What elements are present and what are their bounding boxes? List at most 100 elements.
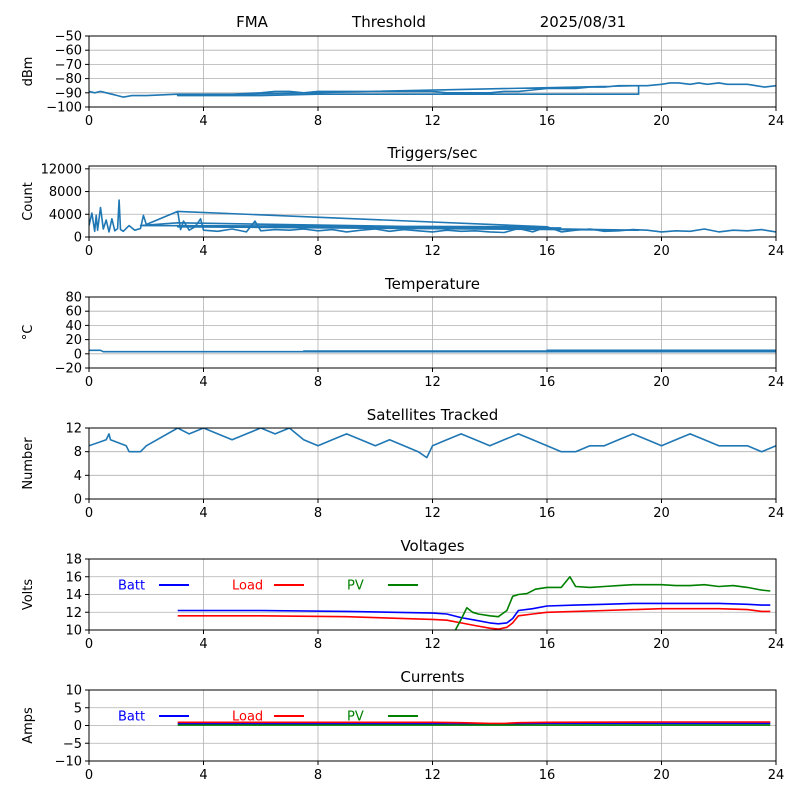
y-tick-label: −100 — [46, 101, 82, 116]
y-tick-label: −60 — [55, 44, 82, 59]
panel-triggers: 0 4 8 12 16 20 24 0 4000 8000 12000 Triggers/sec Cou… — [21, 144, 784, 259]
y-tick-label: 8 — [74, 445, 82, 460]
y-tick-label: 0 — [74, 231, 82, 246]
legend-label-load: Load — [232, 579, 263, 594]
series-line-pv — [454, 575, 771, 630]
legend-label-pv: PV — [347, 579, 364, 594]
y-tick-label: 0 — [74, 347, 82, 362]
x-tick-label: 20 — [653, 506, 670, 521]
panel-title: Satellites Tracked — [367, 406, 498, 424]
y-tick-label: 8000 — [49, 185, 82, 200]
x-tick-label: 24 — [768, 637, 785, 652]
y-axis-label: Volts — [21, 579, 36, 611]
panel-title: Temperature — [384, 275, 480, 293]
y-tick-label: 10 — [65, 624, 82, 639]
y-tick-label: 18 — [65, 553, 82, 568]
y-tick-label: −90 — [55, 86, 82, 101]
y-tick-label: 4000 — [49, 208, 82, 223]
y-tick-label: 40 — [65, 319, 82, 334]
y-axis-label: dBm — [21, 57, 36, 87]
panel-satellites: 0 4 8 12 16 20 24 0 4 8 12 Satellites Tracked Number — [21, 406, 784, 521]
x-tick-label: 16 — [539, 637, 556, 652]
y-axis-label: °C — [21, 325, 36, 341]
panel-voltages: 0 4 8 12 16 20 24 10 12 14 16 18 Voltages Volts Batt Lo… — [21, 537, 784, 652]
series-line-load — [177, 607, 771, 630]
x-tick-label: 8 — [314, 506, 322, 521]
y-tick-label: 4 — [74, 469, 82, 484]
y-tick-label: −10 — [55, 755, 82, 770]
series-group — [177, 575, 771, 630]
y-tick-label: −5 — [63, 737, 82, 752]
x-tick-label: 24 — [768, 114, 785, 129]
x-axis: 0 4 8 12 16 20 24 — [85, 237, 784, 259]
x-tick-label: 12 — [424, 768, 441, 783]
legend-label-batt: Batt — [118, 579, 145, 594]
y-tick-label: 20 — [65, 333, 82, 348]
y-tick-label: 12000 — [41, 162, 82, 177]
series-group — [89, 428, 776, 459]
x-tick-label: 16 — [539, 244, 556, 259]
x-tick-label: 0 — [85, 375, 93, 390]
y-tick-label: −80 — [55, 72, 82, 87]
panel-currents: 0 4 8 12 16 20 24 −10 −5 0 5 10 Currents Amps Batt Load… — [21, 668, 784, 783]
series-group — [89, 349, 776, 353]
x-tick-label: 12 — [424, 244, 441, 259]
header: FMA Threshold 2025/08/31 — [236, 13, 626, 31]
y-tick-label: −20 — [55, 362, 82, 377]
header-left-text: FMA — [236, 13, 269, 31]
x-tick-label: 12 — [424, 506, 441, 521]
grid-lines — [88, 427, 777, 500]
series-group — [89, 82, 776, 98]
header-center-text: Threshold — [351, 13, 426, 31]
x-tick-label: 0 — [85, 114, 93, 129]
x-tick-label: 0 — [85, 637, 93, 652]
series-line-load — [177, 721, 771, 725]
x-axis: 0 4 8 12 16 20 24 — [85, 630, 784, 652]
x-tick-label: 8 — [314, 114, 322, 129]
series-line — [89, 428, 776, 459]
x-tick-label: 16 — [539, 506, 556, 521]
x-tick-label: 4 — [199, 114, 207, 129]
x-axis: 0 4 8 12 16 20 24 — [85, 368, 784, 390]
x-tick-label: 8 — [314, 375, 322, 390]
y-tick-label: −50 — [55, 30, 82, 45]
x-tick-label: 4 — [199, 375, 207, 390]
series-group — [177, 721, 771, 726]
legend-label-load: Load — [232, 710, 263, 725]
x-tick-label: 20 — [653, 244, 670, 259]
x-tick-label: 4 — [199, 768, 207, 783]
panel-title: Currents — [400, 668, 464, 686]
panel-threshold: 0 4 8 12 16 20 24 −100−90−80−70−60−50 dBm — [21, 30, 784, 130]
legend-label-batt: Batt — [118, 710, 145, 725]
x-tick-label: 8 — [314, 768, 322, 783]
x-tick-label: 12 — [424, 114, 441, 129]
series-line — [139, 210, 640, 231]
panel-title: Triggers/sec — [387, 144, 478, 162]
grid-lines — [88, 296, 777, 369]
legend-label-pv: PV — [347, 710, 364, 725]
x-tick-label: 24 — [768, 768, 785, 783]
series-line — [89, 199, 776, 234]
x-axis: 0 4 8 12 16 20 24 — [85, 499, 784, 521]
x-axis: 0 4 8 12 16 20 24 — [85, 107, 784, 129]
series-line — [89, 82, 776, 98]
y-tick-label: 60 — [65, 305, 82, 320]
y-tick-label: 12 — [65, 422, 82, 437]
x-tick-label: 0 — [85, 768, 93, 783]
x-tick-label: 8 — [314, 637, 322, 652]
x-tick-label: 12 — [424, 637, 441, 652]
series-line-batt — [177, 602, 771, 625]
y-tick-label: 16 — [65, 570, 82, 585]
x-tick-label: 20 — [653, 375, 670, 390]
series-group — [89, 199, 776, 234]
x-tick-label: 12 — [424, 375, 441, 390]
x-tick-label: 20 — [653, 768, 670, 783]
y-axis: 10 12 14 16 18 — [65, 553, 89, 639]
y-axis-label: Count — [21, 182, 36, 221]
y-tick-label: 5 — [74, 701, 82, 716]
x-tick-label: 16 — [539, 768, 556, 783]
x-tick-label: 0 — [85, 506, 93, 521]
y-tick-label: 80 — [65, 291, 82, 306]
header-date-text: 2025/08/31 — [540, 13, 626, 31]
